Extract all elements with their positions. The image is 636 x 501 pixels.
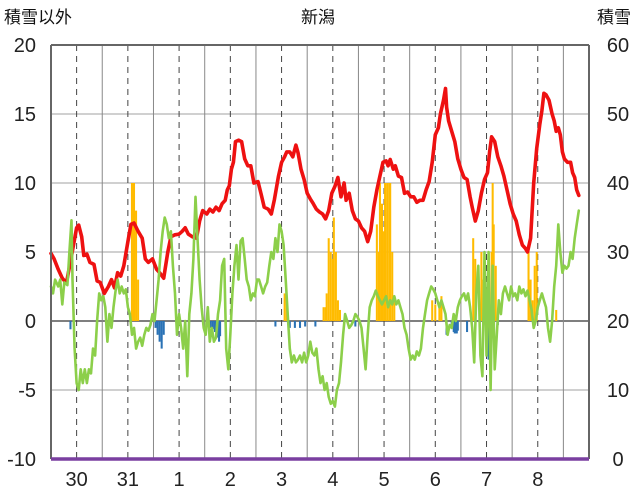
precipitation-bar xyxy=(332,217,335,321)
precipitation-bar xyxy=(274,321,277,327)
day-tick-label: 31 xyxy=(117,469,139,491)
precipitation-bar xyxy=(480,252,483,321)
right-tick-label: 40 xyxy=(607,173,629,195)
precipitation-bar xyxy=(162,321,165,335)
day-tick-label: 8 xyxy=(532,469,543,491)
left-tick-label: 0 xyxy=(25,311,36,333)
precipitation-bar xyxy=(380,203,384,321)
precipitation-bar xyxy=(440,296,443,321)
precipitation-bar xyxy=(386,183,389,321)
precipitation-bar xyxy=(132,183,136,321)
left-tick-labels: 20 15 10 5 0 -5 -10 xyxy=(7,35,36,471)
left-axis-label: 積雪以外 xyxy=(4,8,72,28)
right-tick-label: 30 xyxy=(607,242,629,264)
precipitation-bar xyxy=(154,321,157,328)
x-tick-labels: 30 31 1 2 3 4 5 6 7 8 xyxy=(65,469,543,491)
precipitation-bar xyxy=(527,252,530,321)
precipitation-bar xyxy=(391,252,394,321)
precipitation-bar xyxy=(338,309,342,321)
precipitation-bar xyxy=(293,321,296,328)
precipitation-bar xyxy=(378,183,381,321)
left-tick-label: -5 xyxy=(18,380,36,402)
precipitation-bar xyxy=(456,321,459,331)
precipitation-bar xyxy=(314,321,317,327)
left-tick-label: 5 xyxy=(25,242,36,264)
day-tick-label: 7 xyxy=(481,469,492,491)
right-tick-label: 60 xyxy=(607,35,629,57)
precipitation-bar xyxy=(494,265,497,321)
right-axis-label: 積雪 xyxy=(597,8,631,28)
day-tick-label: 30 xyxy=(65,469,87,491)
precipitation-bar xyxy=(137,279,140,321)
precipitation-bar xyxy=(384,183,387,321)
left-tick-label: 10 xyxy=(14,173,36,195)
precipitation-bar xyxy=(211,321,214,330)
precipitation-bar xyxy=(487,321,490,360)
precipitation-bar xyxy=(533,265,536,321)
precipitation-bar xyxy=(334,252,337,321)
precipitation-bar xyxy=(160,321,163,349)
day-tick-label: 1 xyxy=(174,469,185,491)
precipitation-bar xyxy=(322,307,325,321)
precipitation-bar xyxy=(453,321,456,334)
precipitation-bar xyxy=(329,252,332,321)
precipitation-bar xyxy=(491,183,494,321)
left-tick-label: -10 xyxy=(7,449,36,471)
precipitation-bar xyxy=(325,293,328,321)
right-tick-label: 20 xyxy=(607,311,629,333)
precipitation-bar xyxy=(298,321,302,328)
day-tick-label: 3 xyxy=(276,469,287,491)
temperature-line xyxy=(49,195,581,408)
chart-title: 新潟 xyxy=(301,8,335,28)
precipitation-bar xyxy=(555,309,558,321)
precipitation-bar xyxy=(288,321,291,328)
precipitation-bar xyxy=(130,183,133,321)
left-tick-label: 15 xyxy=(14,104,36,126)
precipitation-bar xyxy=(327,238,330,321)
right-tick-label: 0 xyxy=(612,449,623,471)
right-tick-labels: 60 50 40 30 20 10 0 xyxy=(607,35,629,471)
right-tick-label: 10 xyxy=(607,380,629,402)
day-tick-label: 2 xyxy=(225,469,236,491)
precipitation-bar xyxy=(158,321,161,342)
precipitation-bar xyxy=(393,300,396,321)
left-tick-label: 20 xyxy=(14,35,36,57)
precipitation-bar xyxy=(304,321,307,327)
precipitation-bar xyxy=(324,307,327,321)
precipitation-bar xyxy=(219,321,222,337)
precipitation-bar xyxy=(135,210,138,321)
day-tick-label: 4 xyxy=(327,469,338,491)
day-tick-label: 6 xyxy=(430,469,441,491)
precipitation-bar xyxy=(156,321,159,335)
right-tick-label: 50 xyxy=(607,104,629,126)
precipitation-bar xyxy=(466,321,469,333)
precipitation-bar xyxy=(389,183,392,321)
series-lines xyxy=(49,86,581,408)
precipitation-bar xyxy=(431,300,434,321)
plot-frame xyxy=(50,44,590,461)
precipitation-bar xyxy=(209,321,212,328)
precipitation-bar xyxy=(336,300,339,321)
precipitation-bar xyxy=(69,321,72,330)
day-tick-label: 5 xyxy=(378,469,389,491)
precipitation-bar xyxy=(375,224,378,321)
precipitation-bar xyxy=(535,252,538,321)
precipitation-bar xyxy=(434,304,437,321)
snow-depth-line xyxy=(49,86,581,296)
precipitation-bar xyxy=(354,321,357,327)
precipitation-bar xyxy=(213,321,216,333)
precipitation-bar xyxy=(472,238,475,321)
precipitation-bar xyxy=(438,307,441,321)
precipitation-bar xyxy=(283,293,286,321)
grid-lines xyxy=(51,45,589,459)
